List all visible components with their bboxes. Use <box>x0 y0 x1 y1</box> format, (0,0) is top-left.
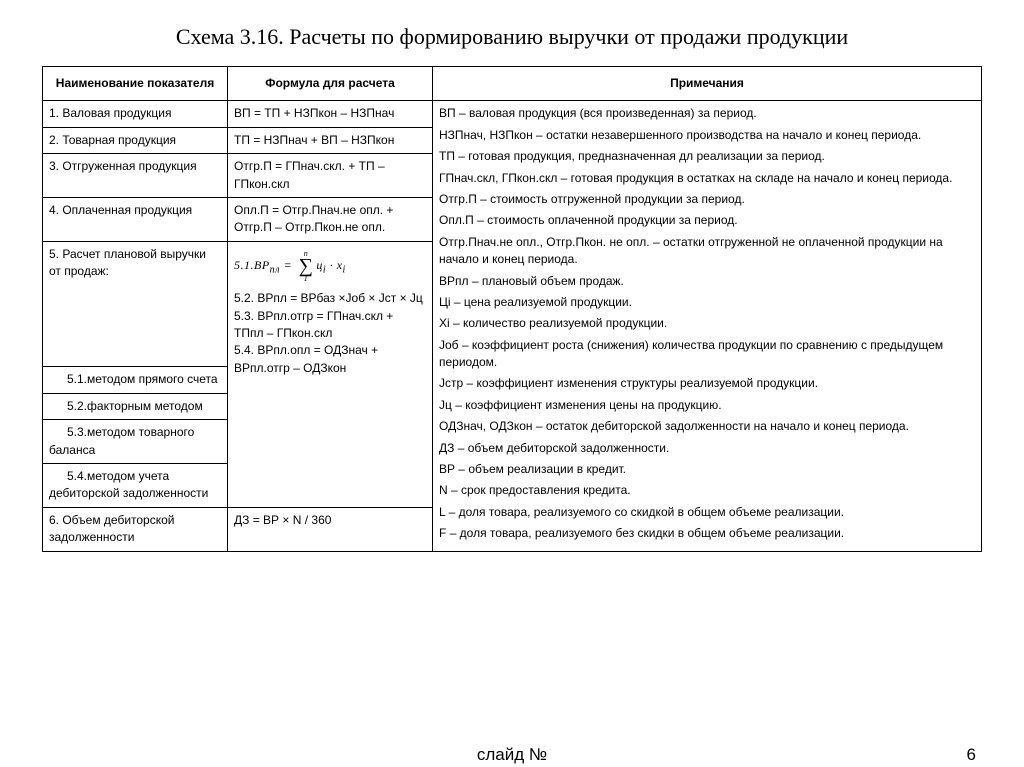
note-line: ГПнач.скл, ГПкон.скл – готовая продукция… <box>439 170 975 187</box>
row3-formula: Отгр.П = ГПнач.скл. + ТП – ГПкон.скл <box>228 154 433 198</box>
row5-name: 5. Расчет плановой выручки от продаж: <box>43 241 228 367</box>
col-notes-header: Примечания <box>433 67 982 101</box>
slide-title: Схема 3.16. Расчеты по формированию выру… <box>42 24 982 50</box>
table-row: 1. Валовая продукция ВП = ТП + НЗПкон – … <box>43 101 982 127</box>
note-line: N – срок предоставления кредита. <box>439 482 975 499</box>
page-number: 6 <box>967 745 976 765</box>
formula-5-4: 5.4. ВРпл.опл = ОДЗнач + ВРпл.отгр – ОДЗ… <box>234 342 426 377</box>
f51-eq: = <box>280 258 296 272</box>
row53-label: 5.3.методом товарного баланса <box>49 425 194 456</box>
row6-name: 6. Объем дебиторской задолженности <box>43 507 228 551</box>
row6-formula: ДЗ = ВР × N / 360 <box>228 507 433 551</box>
note-line: ОДЗнач, ОДЗкон – остаток дебиторской зад… <box>439 418 975 435</box>
row2-formula: ТП = НЗПнач + ВП – НЗПкон <box>228 127 433 153</box>
f51-sub: пл <box>270 264 280 275</box>
note-line: Цi – цена реализуемой продукции. <box>439 294 975 311</box>
note-line: Jц – коэффициент изменения цены на проду… <box>439 397 975 414</box>
slide: Схема 3.16. Расчеты по формированию выру… <box>0 0 1024 767</box>
note-line: ВП – валовая продукция (вся произведенна… <box>439 105 975 122</box>
note-line: Jоб – коэффициент роста (снижения) колич… <box>439 337 975 372</box>
row53-name: 5.3.методом товарного баланса <box>43 420 228 464</box>
merged-formula-cell: 5.1.ВРпл = n∑1цi · xi 5.2. ВРпл = ВРбаз … <box>228 241 433 507</box>
table-header-row: Наименование показателя Формула для расч… <box>43 67 982 101</box>
f51-dot: · <box>326 258 337 272</box>
col-formula-header: Формула для расчета <box>228 67 433 101</box>
note-line: Jстр – коэффициент изменения структуры р… <box>439 375 975 392</box>
row52-label: 5.2.факторным методом <box>49 399 203 413</box>
note-line: ВР – объем реализации в кредит. <box>439 461 975 478</box>
formula-5-1: 5.1.ВРпл = n∑1цi · xi <box>234 246 426 290</box>
note-line: L – доля товара, реализуемого со скидкой… <box>439 504 975 521</box>
f51-x-sub: i <box>343 264 346 275</box>
col-name-header: Наименование показателя <box>43 67 228 101</box>
row52-name: 5.2.факторным методом <box>43 393 228 419</box>
row51-label: 5.1.методом прямого счета <box>49 372 218 386</box>
sigma-icon: n∑1 <box>299 250 314 282</box>
row54-label: 5.4.методом учета дебиторской задолженно… <box>49 469 208 500</box>
note-line: ВРпл – плановый объем продаж. <box>439 273 975 290</box>
formula-5-2: 5.2. ВРпл = ВРбаз ×Jоб × Jст × Jц <box>234 290 426 307</box>
note-line: ДЗ – объем дебиторской задолженности. <box>439 440 975 457</box>
main-table: Наименование показателя Формула для расч… <box>42 66 982 552</box>
f51-prefix: 5.1. <box>234 258 254 272</box>
notes-cell: ВП – валовая продукция (вся произведенна… <box>433 101 982 551</box>
footer-label: слайд № <box>0 745 1024 765</box>
note-line: Опл.П – стоимость оплаченной продукции з… <box>439 212 975 229</box>
note-line: Отгр.Пнач.не опл., Отгр.Пкон. не опл. – … <box>439 234 975 269</box>
sigma-symbol: ∑ <box>299 257 314 275</box>
formula-5-3: 5.3. ВРпл.отгр = ГПнач.скл + ТПпл – ГПко… <box>234 308 426 343</box>
note-line: ТП – готовая продукция, предназначенная … <box>439 148 975 165</box>
note-line: НЗПнач, НЗПкон – остатки незавершенного … <box>439 127 975 144</box>
note-line: Хi – количество реализуемой продукции. <box>439 315 975 332</box>
sigma-bottom: 1 <box>304 275 309 282</box>
row51-name: 5.1.методом прямого счета <box>43 367 228 393</box>
row1-name: 1. Валовая продукция <box>43 101 228 127</box>
note-line: Отгр.П – стоимость отгруженной продукции… <box>439 191 975 208</box>
f51-lhs: ВР <box>254 258 270 272</box>
row1-formula: ВП = ТП + НЗПкон – НЗПнач <box>228 101 433 127</box>
row3-name: 3. Отгруженная продукция <box>43 154 228 198</box>
note-line: F – доля товара, реализуемого без скидки… <box>439 525 975 542</box>
row4-formula: Опл.П = Отгр.Пнач.не опл. + Отгр.П – Отг… <box>228 197 433 241</box>
row4-name: 4. Оплаченная продукция <box>43 197 228 241</box>
row2-name: 2. Товарная продукция <box>43 127 228 153</box>
row54-name: 5.4.методом учета дебиторской задолженно… <box>43 464 228 508</box>
